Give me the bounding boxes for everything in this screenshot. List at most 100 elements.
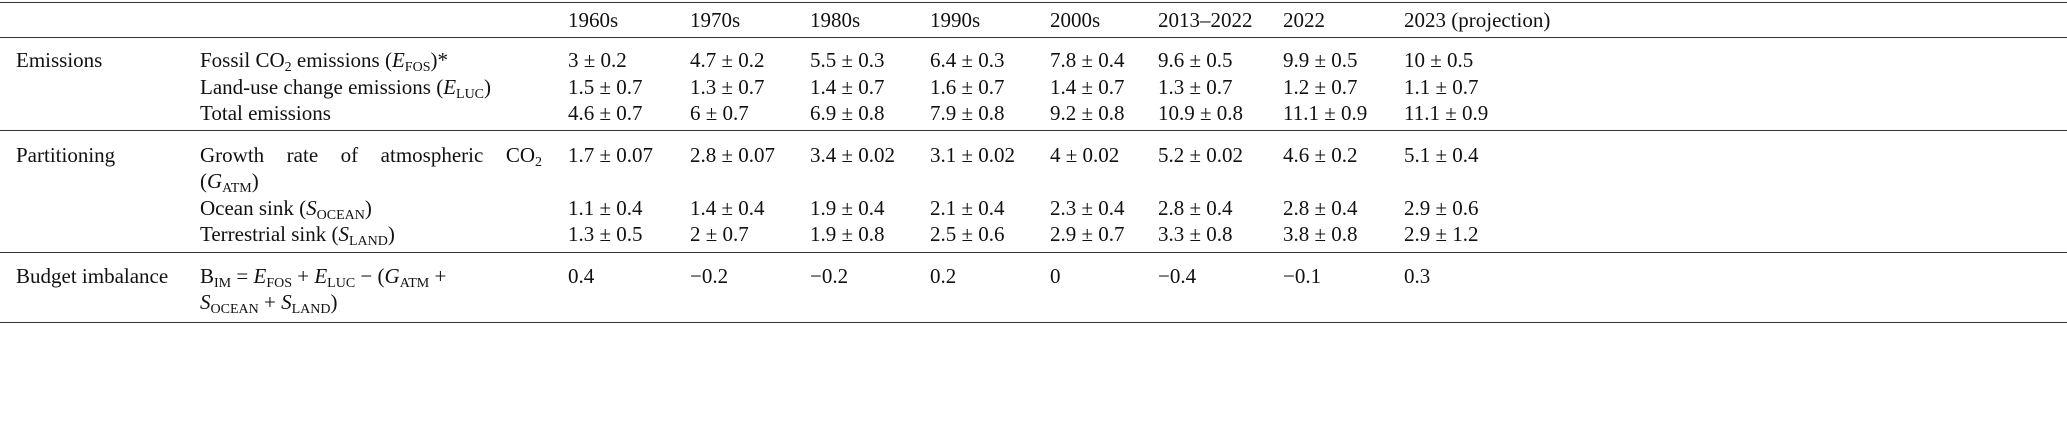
table-cell: 1.4 ± 0.4 <box>690 196 765 220</box>
table-cell: 1.4 ± 0.7 <box>810 75 885 99</box>
table-cell: −0.2 <box>690 264 729 288</box>
column-header: 1990s <box>930 8 981 32</box>
subscript: OCEAN <box>316 208 365 223</box>
subscript: ATM <box>222 181 252 196</box>
table-cell: 2.9 ± 0.7 <box>1050 222 1125 246</box>
table-cell: 1.3 ± 0.5 <box>568 222 643 246</box>
text: ) <box>330 290 338 314</box>
table-cell: 3 ± 0.2 <box>568 48 627 72</box>
row-label: SOCEAN + SLAND) <box>200 289 338 317</box>
table-cell: 3.8 ± 0.8 <box>1283 222 1358 246</box>
text: + <box>258 290 282 314</box>
subscript: ATM <box>399 276 430 291</box>
column-header: 2022 <box>1283 8 1325 32</box>
text: Growth rate of atmospheric CO <box>200 143 535 167</box>
symbol: S <box>281 290 292 314</box>
text: emissions ( <box>291 48 392 72</box>
text: Ocean sink ( <box>200 196 307 220</box>
subscript: LAND <box>348 234 388 249</box>
column-header: 2023 (projection) <box>1404 8 1551 32</box>
table-rule <box>0 2 2067 3</box>
table-cell: 6 ± 0.7 <box>690 101 749 125</box>
subscript: 2 <box>535 155 542 170</box>
text: − ( <box>355 264 385 288</box>
symbol: G <box>207 169 223 193</box>
table-cell: 7.9 ± 0.8 <box>930 101 1005 125</box>
table-cell: 3.4 ± 0.02 <box>810 143 896 167</box>
table-cell: 0.2 <box>930 264 957 288</box>
table-cell: 11.1 ± 0.9 <box>1404 101 1489 125</box>
row-label: Terrestrial sink (SLAND) <box>200 221 395 249</box>
table-cell: 6.4 ± 0.3 <box>930 48 1005 72</box>
column-header: 1970s <box>690 8 741 32</box>
subscript: LAND <box>291 302 331 317</box>
section-name: Partitioning <box>16 143 116 167</box>
table-cell: 5.1 ± 0.4 <box>1404 143 1479 167</box>
table-cell: 2.8 ± 0.4 <box>1158 196 1233 220</box>
symbol: S <box>338 222 349 246</box>
section-name: Emissions <box>16 48 103 72</box>
table-cell: 2.1 ± 0.4 <box>930 196 1005 220</box>
subscript: FOS <box>404 60 431 75</box>
table-cell: 1.6 ± 0.7 <box>930 75 1005 99</box>
symbol: E <box>314 264 328 288</box>
table-cell: 3.3 ± 0.8 <box>1158 222 1233 246</box>
text: = <box>231 264 254 288</box>
table-cell: 1.1 ± 0.4 <box>568 196 643 220</box>
table-cell: 4.6 ± 0.7 <box>568 101 643 125</box>
table-cell: 7.8 ± 0.4 <box>1050 48 1125 72</box>
table-rule <box>0 130 2067 131</box>
table-cell: 6.9 ± 0.8 <box>810 101 885 125</box>
column-header: 1960s <box>568 8 619 32</box>
symbol: S <box>306 196 317 220</box>
text: ) <box>484 75 492 99</box>
table-cell: 10.9 ± 0.8 <box>1158 101 1244 125</box>
table-cell: 1.7 ± 0.07 <box>568 143 654 167</box>
table-cell: 2 ± 0.7 <box>690 222 749 246</box>
text: B <box>200 264 215 288</box>
table-cell: −0.4 <box>1158 264 1197 288</box>
table-rule <box>0 322 2067 323</box>
symbol: E <box>391 48 405 72</box>
subscript: LUC <box>327 276 356 291</box>
column-header: 2000s <box>1050 8 1101 32</box>
row-label: Growth rate of atmospheric CO2 <box>200 142 542 170</box>
row-label: BIM = EFOS + ELUC − (GATM + <box>200 263 447 291</box>
subscript: 2 <box>284 60 292 75</box>
table-cell: 0.3 <box>1404 264 1431 288</box>
table-rule <box>0 37 2067 38</box>
text: + <box>429 264 447 288</box>
table-cell: 9.9 ± 0.5 <box>1283 48 1358 72</box>
row-label: Total emissions <box>200 100 331 126</box>
table-cell: 1.1 ± 0.7 <box>1404 75 1479 99</box>
subscript: IM <box>214 276 232 291</box>
row-label: Land-use change emissions (ELUC) <box>200 74 492 102</box>
text: Terrestrial sink ( <box>200 222 339 246</box>
symbol: S <box>200 290 211 314</box>
text: Fossil CO <box>200 48 285 72</box>
table-cell: 10 ± 0.5 <box>1404 48 1474 72</box>
text: Total emissions <box>200 101 331 125</box>
text: + <box>292 264 315 288</box>
table-cell: −0.2 <box>810 264 849 288</box>
text: ) <box>364 196 372 220</box>
table-cell: 1.9 ± 0.4 <box>810 196 885 220</box>
table-cell: 1.4 ± 0.7 <box>1050 75 1125 99</box>
row-label: (GATM) <box>200 168 259 196</box>
text: ( <box>200 169 207 193</box>
table-cell: 2.3 ± 0.4 <box>1050 196 1125 220</box>
column-header: 1980s <box>810 8 861 32</box>
row-label: Fossil CO2 emissions (EFOS)* <box>200 47 448 75</box>
table-cell: 2.5 ± 0.6 <box>930 222 1005 246</box>
subscript: OCEAN <box>210 302 259 317</box>
table-cell: 1.9 ± 0.8 <box>810 222 885 246</box>
symbol: E <box>253 264 267 288</box>
table-cell: 9.2 ± 0.8 <box>1050 101 1125 125</box>
text: Land-use change emissions ( <box>200 75 444 99</box>
subscript: LUC <box>456 87 485 102</box>
table-cell: 1.2 ± 0.7 <box>1283 75 1358 99</box>
table-cell: 2.8 ± 0.4 <box>1283 196 1358 220</box>
table-cell: 3.1 ± 0.02 <box>930 143 1016 167</box>
table-cell: −0.1 <box>1283 264 1322 288</box>
